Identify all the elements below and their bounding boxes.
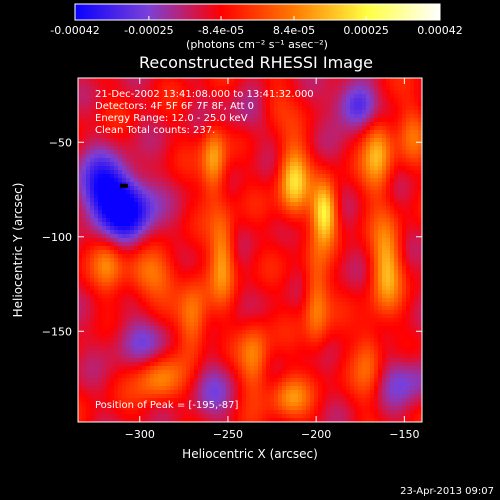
colorbar-tick-label: -0.00042 — [50, 24, 99, 37]
info-line-energy: Energy Range: 12.0 - 25.0 keV — [95, 113, 248, 124]
info-line-detectors: Detectors: 4F 5F 6F 7F 8F, Att 0 — [95, 101, 254, 112]
footer-timestamp: 23-Apr-2013 09:07 — [400, 486, 494, 497]
colorbar-tick-label: -8.4e-05 — [198, 24, 244, 37]
colorbar: -0.00042 -0.00025 -8.4e-05 8.4e-05 0.00025 0.… — [50, 3, 463, 51]
colorbar-tick-label: 0.00025 — [343, 24, 389, 37]
chart-title: Reconstructed RHESSI Image — [139, 53, 373, 72]
y-axis-label: Heliocentric Y (arcsec) — [11, 183, 25, 318]
plot-frame — [77, 77, 423, 423]
peak-position-label: Position of Peak = [-195,-87] — [95, 400, 239, 411]
image-canvas-wrapper — [78, 78, 422, 422]
info-line-time: 21-Dec-2002 13:41:08.000 to 13:41:32.000 — [95, 89, 314, 100]
info-line-counts: Clean Total counts: 237. — [95, 125, 215, 136]
y-axis-ticks: −50 −100 −150 — [42, 136, 422, 338]
colorbar-tick-label: -0.00025 — [124, 24, 173, 37]
x-axis-label: Heliocentric X (arcsec) — [182, 447, 318, 461]
colorbar-tick-label: 8.4e-05 — [273, 24, 315, 37]
y-tick-label: −50 — [49, 136, 72, 149]
colorbar-ticks: -0.00042 -0.00025 -8.4e-05 8.4e-05 0.00025 0.… — [50, 16, 463, 37]
x-tick-label: −250 — [213, 428, 243, 441]
colorbar-gradient — [74, 3, 441, 21]
colorbar-tick-label: 0.00042 — [417, 24, 463, 37]
x-tick-label: −300 — [125, 428, 155, 441]
x-tick-label: −150 — [389, 428, 419, 441]
peak-marker — [119, 183, 128, 188]
info-block: 21-Dec-2002 13:41:08.000 to 13:41:32.000… — [95, 89, 314, 136]
colorbar-unit-label: (photons cm⁻² s⁻¹ asec⁻²) — [186, 38, 328, 51]
y-tick-label: −100 — [42, 231, 72, 244]
x-axis-ticks: −300 −250 −200 −150 — [125, 78, 419, 441]
x-tick-label: −200 — [301, 428, 331, 441]
y-tick-label: −150 — [42, 325, 72, 338]
heatmap-image — [78, 78, 422, 422]
